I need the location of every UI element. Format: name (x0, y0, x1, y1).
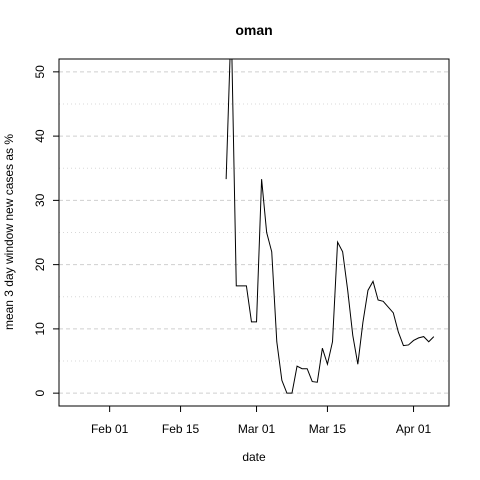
x-tick-label: Apr 01 (396, 422, 432, 436)
series-layer (225, 59, 435, 394)
chart-title: oman (235, 22, 272, 38)
y-tick-label: 20 (33, 258, 47, 272)
x-axis-label: date (242, 450, 266, 464)
y-tick-label: 40 (33, 129, 47, 143)
x-tick-label: Feb 15 (162, 422, 200, 436)
plot-frame (58, 58, 450, 407)
x-tick-label: Mar 15 (309, 422, 347, 436)
axes: 0 10 20 30 40 50 Feb 01 Feb 15 Mar 01 Mar 15 Apr 0… (33, 65, 432, 436)
y-tick-label: 30 (33, 193, 47, 207)
series-line-0 (225, 59, 435, 394)
y-tick-label: 0 (33, 389, 47, 396)
x-tick-label: Mar 01 (238, 422, 276, 436)
y-axis-label: mean 3 day window new cases as % (2, 134, 16, 330)
y-tick-label: 50 (33, 65, 47, 79)
grid-lines (59, 71, 449, 394)
x-tick-label: Feb 01 (91, 422, 129, 436)
y-tick-label: 10 (33, 322, 47, 336)
